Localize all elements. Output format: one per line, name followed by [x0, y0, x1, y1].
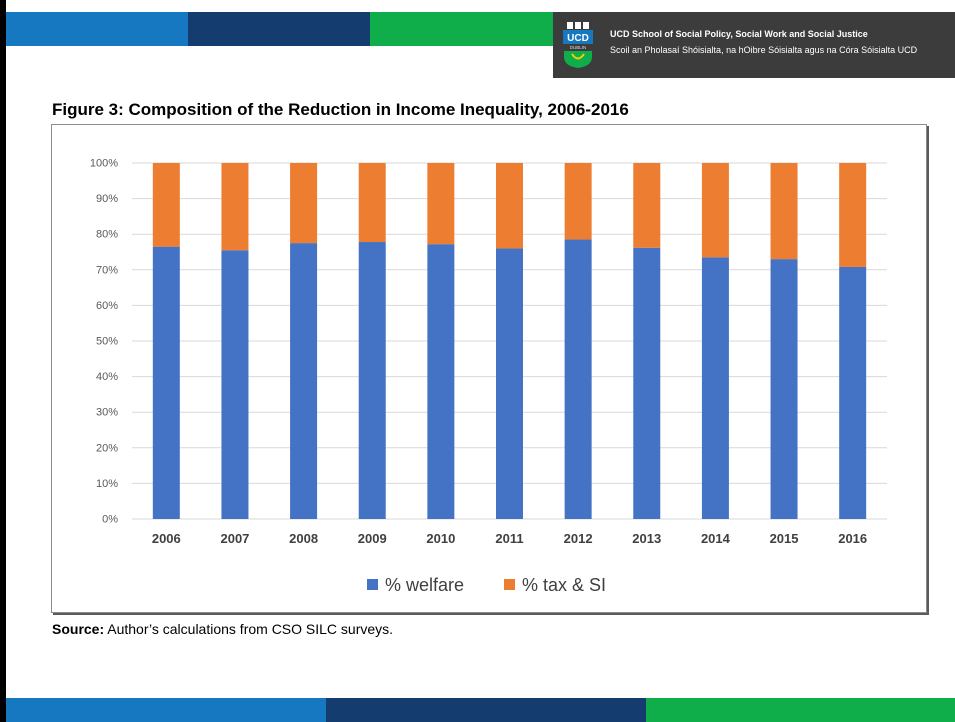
x-tick-label: 2006 [152, 531, 181, 546]
logo-subtext: DUBLIN [570, 45, 587, 50]
x-tick-label: 2013 [632, 531, 661, 546]
source-text: Author’s calculations from CSO SILC surv… [104, 621, 394, 637]
bar-welfare [839, 266, 867, 519]
bottom-stripe-navy [326, 698, 646, 722]
bar-tax [564, 163, 592, 240]
top-stripe-green [370, 12, 553, 46]
bottom-stripe-green [646, 698, 955, 722]
ucd-header: UCD DUBLIN UCD School of Social Policy, … [553, 12, 955, 78]
legend-label-tax: % tax & SI [522, 575, 606, 595]
figure-title: Figure 3: Composition of the Reduction i… [52, 100, 629, 119]
x-tick-label: 2009 [358, 531, 387, 546]
bar-tax [701, 163, 729, 258]
bar-welfare [358, 242, 386, 520]
bar-welfare [633, 247, 661, 519]
bottom-stripe-blue [6, 698, 326, 722]
bar-tax [770, 163, 798, 260]
bar-welfare [221, 250, 249, 519]
bar-welfare [152, 246, 180, 519]
left-border [0, 0, 6, 722]
ucd-crest-icon: UCD DUBLIN [563, 22, 593, 68]
legend-label-welfare: % welfare [385, 575, 464, 595]
header-title: UCD School of Social Policy, Social Work… [610, 29, 868, 39]
top-stripe-navy [188, 12, 370, 46]
source-label: Source: [52, 621, 105, 637]
y-tick-label: 0% [102, 514, 118, 526]
y-tick-label: 30% [96, 407, 118, 419]
source-note: Source: Author’s calculations from CSO S… [52, 621, 393, 637]
x-tick-label: 2016 [838, 531, 867, 546]
x-tick-label: 2010 [426, 531, 455, 546]
bar-tax [839, 163, 867, 267]
y-tick-label: 40% [96, 371, 118, 383]
x-tick-label: 2007 [220, 531, 249, 546]
bar-tax [152, 163, 180, 247]
top-stripe-blue [6, 12, 188, 46]
stacked-bar-chart: 0% 10% 20% 30% 40% 50% 60% 70% 80% 90% 100% 2006 200… [90, 158, 887, 595]
x-tick-label: 2011 [495, 531, 523, 546]
bar-tax [358, 163, 386, 243]
x-tick-label: 2015 [770, 531, 799, 546]
bar-tax [221, 163, 249, 251]
bar-tax [290, 163, 318, 244]
bar-tax [496, 163, 523, 249]
y-tick-label: 80% [96, 229, 118, 241]
bar-welfare [770, 259, 798, 519]
x-tick-label: 2012 [564, 531, 593, 546]
bar-tax [633, 163, 661, 248]
chart-container: 0% 10% 20% 30% 40% 50% 60% 70% 80% 90% 100% 2006 200… [51, 124, 927, 613]
legend-swatch-tax [504, 579, 515, 590]
legend-swatch-welfare [367, 579, 378, 590]
header-subtitle: Scoil an Pholasaí Shóisialta, na hOibre … [610, 45, 918, 55]
logo-text: UCD [567, 33, 589, 44]
bar-welfare [564, 239, 592, 519]
bar-tax [427, 163, 455, 245]
y-tick-label: 50% [96, 336, 118, 348]
y-tick-label: 20% [96, 442, 118, 454]
y-tick-label: 90% [96, 193, 118, 205]
y-tick-label: 100% [90, 158, 118, 170]
x-tick-label: 2014 [701, 531, 731, 546]
bar-welfare [290, 243, 318, 519]
bar-welfare [496, 248, 523, 519]
x-tick-label: 2008 [289, 531, 318, 546]
bar-welfare [427, 244, 455, 519]
y-tick-label: 60% [96, 300, 118, 312]
y-tick-label: 10% [96, 478, 118, 490]
bar-welfare [701, 257, 729, 519]
y-tick-label: 70% [96, 264, 118, 276]
